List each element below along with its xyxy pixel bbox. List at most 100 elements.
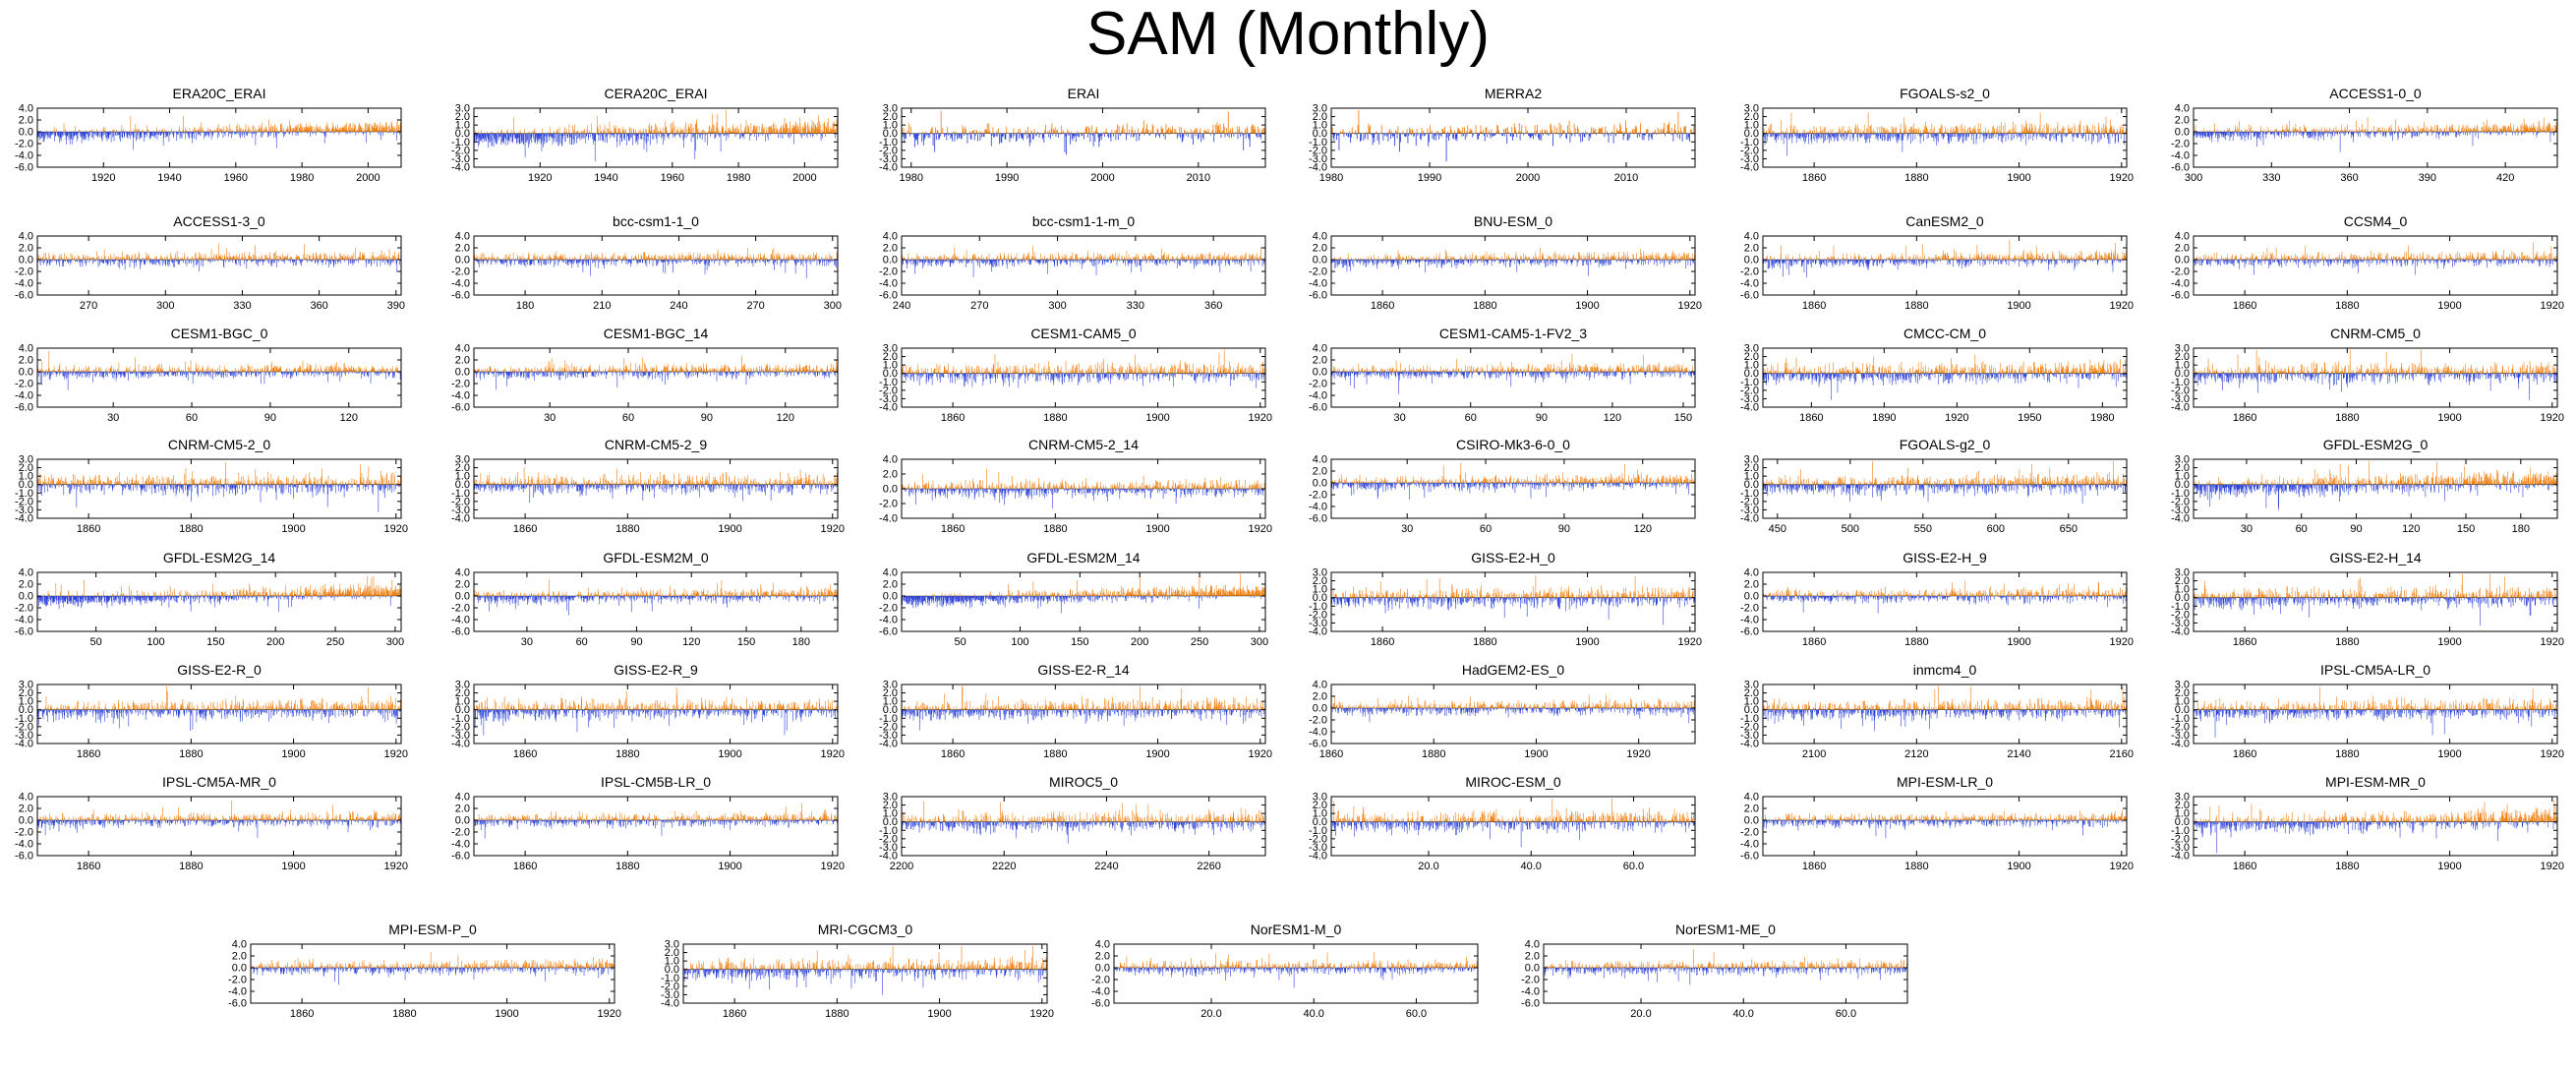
bar [61,258,62,260]
bar [2444,132,2446,134]
bar [1219,123,1221,134]
bar [475,130,476,134]
bar [162,128,164,132]
bar [2416,132,2418,136]
bar [2320,132,2321,139]
bar [359,122,360,132]
bar [559,133,561,135]
bar [637,133,638,137]
bar [2248,124,2250,132]
bar [148,132,150,134]
bar [218,132,220,137]
y-tick-label: 1.0 [455,120,470,132]
bar [1059,132,1061,134]
bar [1175,129,1177,134]
bar [1513,123,1515,134]
bar [720,133,722,151]
bar [92,132,93,138]
bar [1039,133,1041,135]
bar [1189,132,1190,134]
bar [492,133,494,136]
bar [337,130,339,132]
bar [636,133,638,137]
bar [64,132,66,135]
bar [511,133,512,135]
bar [639,133,641,135]
bar [2443,132,2445,135]
bar [565,132,566,134]
bar [1097,133,1099,138]
bar [498,133,499,139]
bar [782,133,783,135]
bar [39,260,41,264]
bar [619,130,621,134]
bar [206,132,207,133]
bar [1897,133,1899,143]
bar [2407,132,2408,134]
bar [1495,131,1497,134]
bar [120,132,122,138]
bar [304,126,306,132]
bar [227,127,229,132]
bar [2284,130,2285,132]
bar [2326,130,2328,132]
bar [1964,129,1966,134]
bar [150,132,151,139]
bar [106,260,107,264]
bar [2236,132,2237,133]
bar [2255,132,2256,134]
bar [1844,133,1845,142]
bar [492,133,493,147]
bar [2034,131,2035,134]
bar [123,132,125,138]
bar [187,132,189,137]
bar [656,133,658,144]
bar [771,126,772,134]
bar [705,132,707,134]
bar [1680,131,1682,134]
bar [228,132,229,137]
bar [1340,131,1341,134]
bar [237,132,239,135]
bar [1259,129,1260,134]
bar [1906,131,1907,134]
bar [2209,130,2211,132]
bar [1587,132,1588,134]
bar [1454,133,1456,141]
bar [2013,121,2015,134]
bar [1361,133,1362,141]
bar [1531,133,1533,138]
bar [133,132,135,138]
bar [2352,132,2353,136]
bar [96,132,98,136]
bar [1846,133,1848,140]
bar [1178,133,1180,137]
bar [1894,133,1896,137]
bar [1190,129,1192,134]
bar [140,132,142,139]
bar [481,133,482,141]
bar [2010,133,2012,142]
bar [2348,132,2349,135]
bar [831,130,833,134]
bar [308,129,309,132]
bar [136,258,138,260]
bar [1978,130,1980,134]
bar [2399,129,2400,132]
bar [718,133,720,135]
bar [1916,129,1918,134]
bar [1510,133,1512,137]
bar [221,132,222,134]
bar [1148,133,1150,137]
bar [651,125,653,134]
bar [510,133,512,138]
bar [2237,132,2239,137]
bar [1845,133,1847,136]
bar [2109,129,2110,134]
bar [343,126,344,132]
bar [2293,127,2294,132]
bar [607,133,608,144]
bar [2428,132,2430,136]
bar [381,124,383,132]
bar [2373,132,2375,134]
